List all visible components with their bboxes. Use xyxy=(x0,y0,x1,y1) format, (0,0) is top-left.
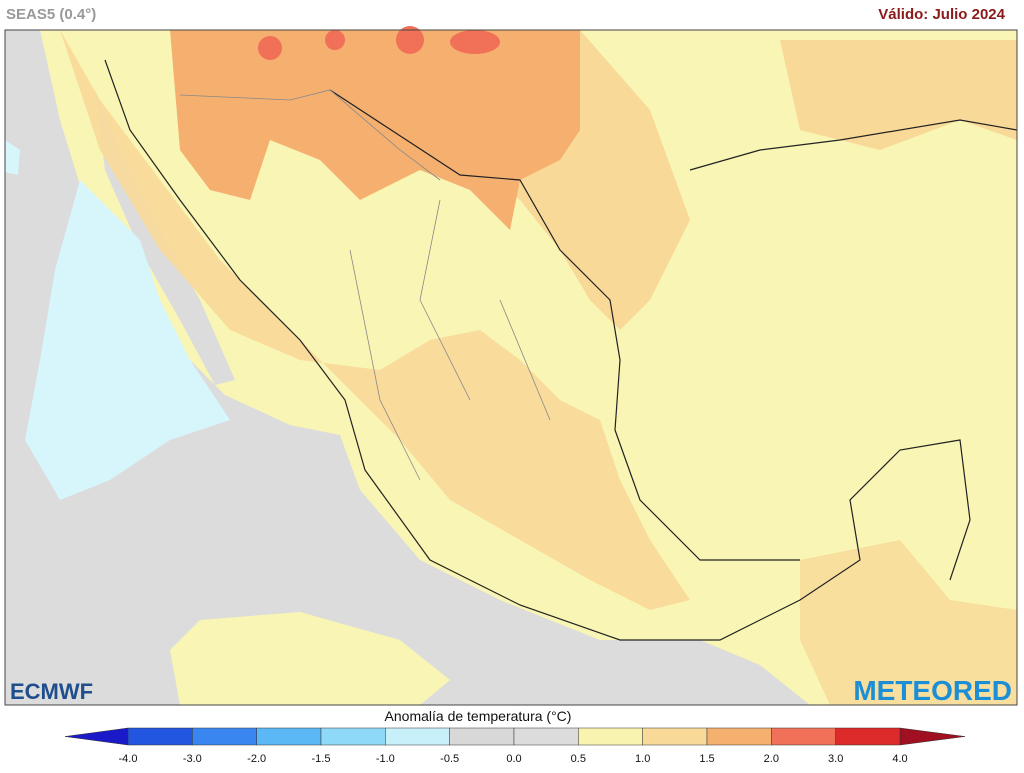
colorbar-bin xyxy=(578,727,643,746)
colorbar-tick-label: 4.0 xyxy=(892,753,907,765)
colorbar-tick-label: 1.0 xyxy=(635,753,650,765)
colorbar-bin xyxy=(835,727,901,746)
model-title: SEAS5 (0.4°) xyxy=(6,6,96,23)
colorbar-tick-label: -0.5 xyxy=(440,753,459,765)
colorbar-tick-label: 2.0 xyxy=(764,753,779,765)
colorbar-bin xyxy=(513,727,579,746)
colorbar-bin xyxy=(256,727,322,746)
legend-title: Anomalía de temperatura (°C) xyxy=(385,708,572,724)
map: ECMWF METEORED xyxy=(4,26,1018,706)
colorbar-tick-label: -2.0 xyxy=(247,753,266,765)
colorbar-bin xyxy=(706,727,772,746)
valid-date: Válido: Julio 2024 xyxy=(878,6,1005,23)
colorbar-tick-label: 0.5 xyxy=(571,753,586,765)
ecmwf-logo: ECMWF xyxy=(10,679,93,704)
colorbar-tick-label: -4.0 xyxy=(119,753,138,765)
colorbar-bin xyxy=(192,727,257,746)
colorbar-tick-label: -3.0 xyxy=(183,753,202,765)
colorbar: -4.0 -3.0 -2.0 -1.5 -1.0 -0.5 0.0 0.5 1.0 1.5 2.0 3… xyxy=(64,727,966,765)
colorbar-bin xyxy=(771,727,836,746)
colorbar-low xyxy=(64,727,129,746)
colorbar-bin xyxy=(385,727,450,746)
colorbar-tick-label: 1.5 xyxy=(699,753,714,765)
colorbar-bin xyxy=(320,727,386,746)
colorbar-high xyxy=(899,727,966,746)
colorbar-tick-label: 3.0 xyxy=(828,753,843,765)
colorbar-bin xyxy=(642,727,708,746)
colorbar-tick-label: -1.0 xyxy=(376,753,395,765)
colorbar-tick-label: -1.5 xyxy=(312,753,331,765)
colorbar-tick-label: 0.0 xyxy=(506,753,521,765)
colorbar-bin xyxy=(127,727,193,746)
colorbar-bin xyxy=(449,727,515,746)
meteored-logo: METEORED xyxy=(853,675,1012,706)
